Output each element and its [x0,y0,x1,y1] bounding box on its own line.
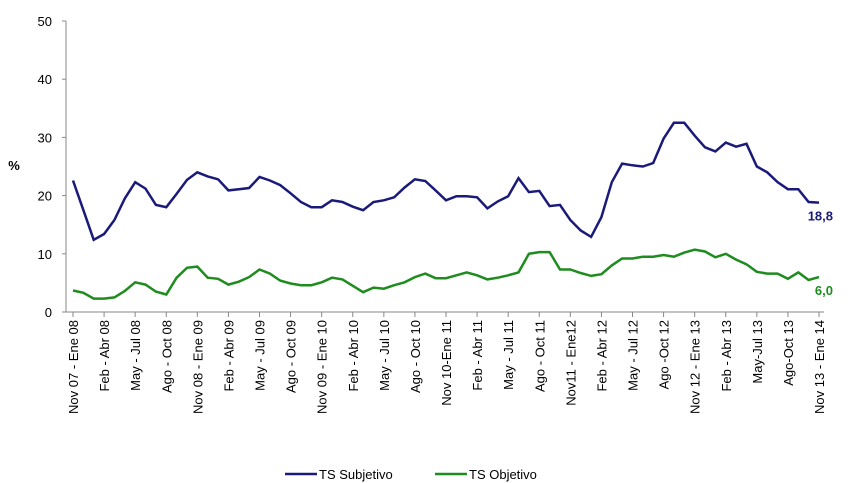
series-line [72,248,820,300]
y-axis-label: % [8,158,20,173]
x-tick-label: Nov 12 - Ene 13 [688,320,703,414]
x-tick-label: Nov 08 - Ene 09 [190,320,205,414]
x-tick-label: Ago - Oct 11 [532,320,547,392]
x-tick-label: Feb - Abr 08 [97,320,112,392]
x-tick-label: Ago - Oct 08 [159,320,174,393]
x-tick-label: Ago - Oct 09 [284,320,299,393]
x-tick-label: Nov 13 - Ene 14 [812,320,827,414]
x-tick-label: Feb - Abr 12 [594,320,609,392]
y-tick-label: 50 [38,14,52,29]
x-tick-label: May-Jul 13 [750,320,765,384]
series-line [71,121,820,242]
x-tick-label: Feb - Abr 09 [221,320,236,392]
x-tick-label: Nov 07 - Ene 08 [66,320,81,414]
x-tick-label: Feb - Abr 11 [470,320,485,391]
x-tick-label: May - Jul 09 [253,320,268,391]
legend-label: TS Objetivo [469,467,537,482]
x-tick-label: Feb - Abr 13 [719,320,734,392]
x-tick-label: Feb - Abr 10 [346,320,361,392]
data-label: 6,0 [815,283,833,298]
data-label: 18,8 [808,209,833,224]
x-tick-label: Ago-Oct 13 [781,320,796,386]
x-tick-label: May - Jul 12 [626,320,641,391]
x-tick-label: Ago -Oct 12 [657,320,672,389]
y-tick-label: 40 [38,72,52,87]
x-tick-label: Ago - Oct 10 [408,320,423,393]
x-tick-label: May - Jul 10 [377,320,392,391]
x-tick-label: May - Jul 08 [128,320,143,391]
y-tick-label: 0 [45,305,52,320]
legend-label: TS Subjetivo [319,467,393,482]
x-tick-label: Nov 09 - Ene 10 [315,320,330,414]
x-tick-label: May - Jul 11 [501,320,516,390]
y-tick-label: 30 [38,130,52,145]
y-tick-label: 10 [38,247,52,262]
y-tick-label: 20 [38,189,52,204]
x-tick-label: Nov 10-Ene 11 [439,320,454,406]
x-tick-label: Nov11 - Ene12 [563,320,578,406]
